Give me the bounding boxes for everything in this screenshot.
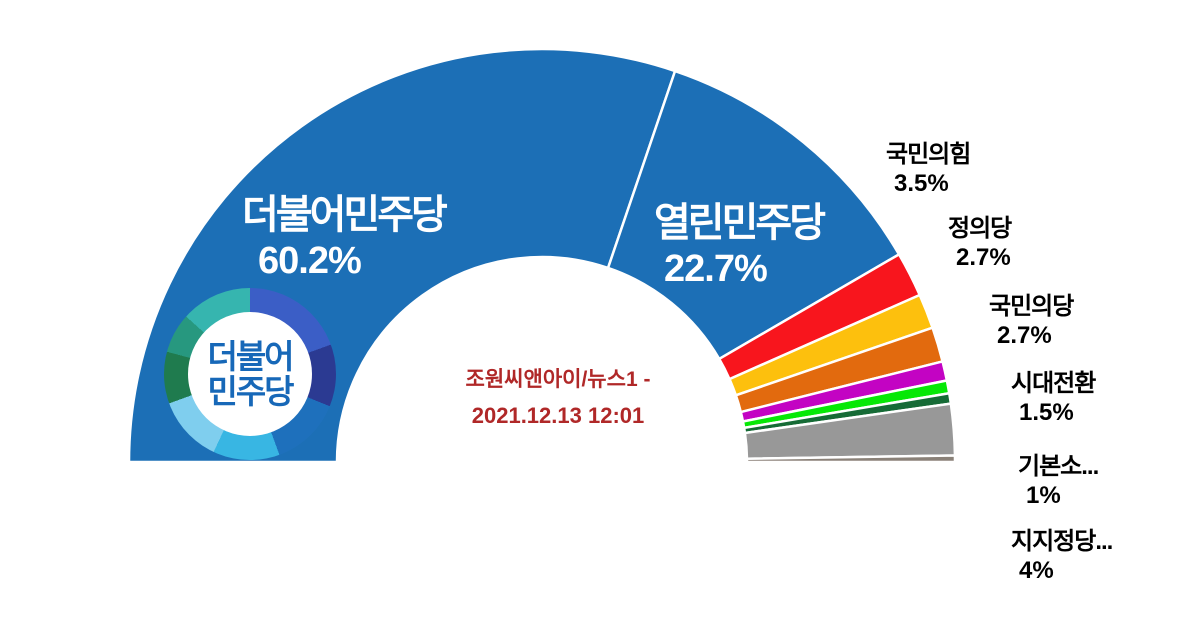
party-name: 시대전환 <box>1011 370 1096 397</box>
logo-line1: 더불어 <box>207 338 294 375</box>
party-percent: 1% <box>1026 482 1061 509</box>
source-note: 조원씨앤아이/뉴스1 - 2021.12.13 12:01 <box>437 363 679 460</box>
source-note-line2: 2021.12.13 12:01 <box>471 403 645 428</box>
source-note-line1: 조원씨앤아이/뉴스1 - <box>465 368 651 391</box>
party-name: 열린민주당 <box>654 201 826 245</box>
party-percent: 22.7% <box>664 248 768 291</box>
segment-label-gukminuihim: 국민의힘 3.5% <box>886 140 971 198</box>
segment-label-yeollinminjudang: 열린민주당 22.7% <box>654 201 826 291</box>
party-name: 기본소... <box>1018 453 1099 480</box>
party-name: 정의당 <box>948 215 1012 242</box>
minjoo-party-logo-text: 더불어 민주당 <box>188 312 312 436</box>
minjoo-party-logo: 더불어 민주당 <box>164 288 336 460</box>
party-name: 지지정당... <box>1011 528 1113 555</box>
segment-label-sidaejeonhwan: 시대전환 1.5% <box>1011 369 1096 427</box>
donut-segment-9 <box>745 454 957 464</box>
party-name: 국민의힘 <box>886 141 971 168</box>
party-percent: 1.5% <box>1019 399 1074 426</box>
party-percent: 2.7% <box>997 322 1052 349</box>
donut-segment-1-열린민주당 <box>606 69 901 361</box>
segment-label-gukminuidang: 국민의당 2.7% <box>989 292 1074 350</box>
segment-label-deobureominjudang: 더불어민주당 60.2% <box>242 193 448 283</box>
party-percent: 3.5% <box>894 170 949 197</box>
party-percent: 60.2% <box>258 240 362 283</box>
party-name: 더불어민주당 <box>242 193 448 237</box>
party-percent: 4% <box>1019 557 1054 584</box>
segment-label-gibonso: 기본소... 1% <box>1018 452 1099 510</box>
logo-line2: 민주당 <box>207 373 294 410</box>
party-name: 국민의당 <box>989 293 1074 320</box>
segment-label-jeonguidang: 정의당 2.7% <box>948 214 1012 272</box>
segment-label-jijijeongdang: 지지정당... 4% <box>1011 527 1113 585</box>
party-percent: 2.7% <box>956 244 1011 271</box>
